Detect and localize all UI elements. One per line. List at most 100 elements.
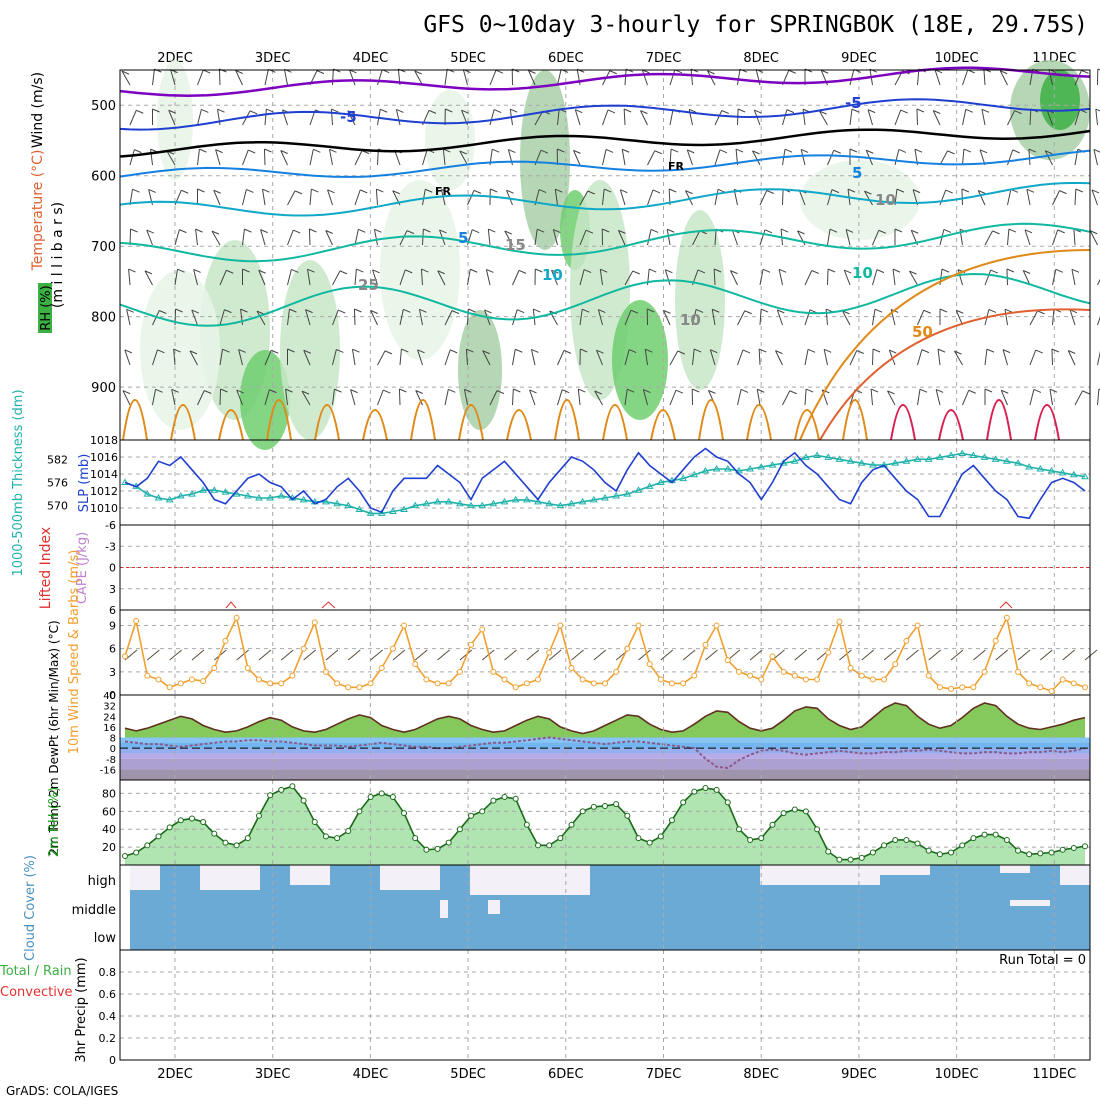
rh-point [668,817,675,824]
wind-barb [849,109,853,126]
wind-barb [1028,149,1031,166]
thickness-point [277,492,286,499]
wind-barb [821,69,829,74]
wind-barb [827,150,835,166]
rh-point [378,790,385,797]
wind-barb [287,229,294,246]
wind-barb [1007,229,1010,246]
wind-barb [516,309,525,314]
wind-barb [827,268,836,273]
wind-barb [709,349,716,366]
thickness-point [947,451,955,458]
wind-barb [784,148,793,153]
chart-title: GFS 0~10day 3-hourly for SPRINGBOK (18E,… [423,12,1088,38]
wind-barb [587,190,595,195]
temp-area [125,703,1085,738]
wind-barb [935,389,944,393]
wind-barb [370,310,378,326]
top-day-tick-label: 6DEC [548,51,584,66]
wind-barb [685,190,693,206]
wind-speed-point [657,676,664,683]
wind-barb [887,390,896,406]
wind-barb [425,188,433,193]
thickness-point [1025,463,1034,470]
wind-barb [937,349,941,366]
rh-point [1037,850,1044,857]
wind-barb [941,268,950,273]
wind-barb [685,190,693,195]
wind-barb [666,229,671,246]
contour-label: 5 [458,229,468,247]
wind-barb [238,349,246,353]
wind-barb [264,389,270,406]
wind-barb [647,229,652,246]
thickness-tick-label: 576 [47,477,68,490]
rh-point [122,853,128,860]
thickness-point [545,499,554,507]
wind-barb [189,350,198,366]
wind-speed-point [836,618,843,625]
thickness-point [456,499,464,507]
wind-speed-point [155,676,162,683]
rh-legend-swatch [38,283,52,333]
wind-barb [512,309,518,326]
wind-barb [168,110,176,126]
top-day-tick-label: 9DEC [841,51,877,66]
wind-barb [933,110,941,114]
wind-barb [191,309,198,326]
wind-barb [707,70,715,75]
rh-point [501,794,508,800]
wind-barb [600,268,608,273]
wind-barb [136,109,144,114]
wind-barb [308,228,311,246]
wind-barb [512,270,520,286]
wind-barb [325,649,339,661]
wind-barb [638,649,651,661]
wind-barb [1014,110,1022,115]
wind-barb [191,309,199,314]
wind-barb [1029,349,1037,366]
wind-speed-point [233,614,240,621]
legend-rh: RH (%) [39,285,54,330]
wind-barb [1052,269,1057,286]
wind-barb [215,149,223,154]
cloud-clear [760,865,880,885]
wind-barb [1040,649,1053,661]
wind-barb [714,189,719,206]
cloud-layer-label: low [94,931,117,946]
wind-barb [731,229,738,246]
wind-barb [197,390,205,406]
warm-contour [458,404,484,441]
wind-speed-point [1003,614,1010,621]
wind-barb [311,188,319,193]
rh-point [602,802,608,809]
wind-barb [147,649,160,661]
rh-point [936,851,943,858]
rh-point [814,826,821,833]
wind-barb [912,189,921,194]
wind-speed-point [211,664,218,671]
cloud-fill [130,865,1090,950]
wind-barb [624,389,628,406]
wind-barb [197,109,202,126]
wind-barb [1091,189,1100,194]
wind-barb [782,188,784,206]
wind-barb [647,308,655,313]
wind-barb [713,268,716,286]
temp-contour [119,272,1091,327]
rh-point [713,786,720,793]
wind-barb [625,68,634,73]
wind-barb [823,349,828,366]
wind-barb [574,109,581,126]
wind-barb [742,349,751,354]
wind-barb [754,109,762,114]
thickness-point [400,505,408,513]
wind-speed-point [970,684,977,691]
wind-speed-point [133,617,140,624]
wind-barb [280,150,288,154]
warm-contour [842,399,868,441]
wind-speed-point [1059,676,1066,683]
wind-barb [1095,109,1098,126]
wind-barb [1000,70,1008,75]
wind-barb [260,229,268,234]
